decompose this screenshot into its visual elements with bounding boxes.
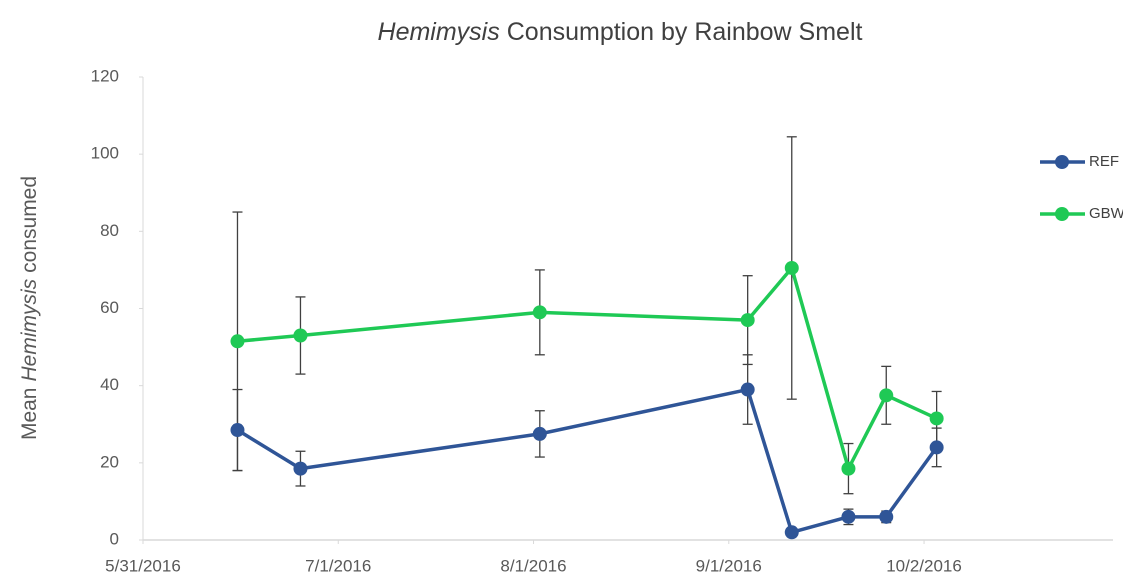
y-tick-label: 120: [91, 66, 119, 85]
point: [532, 426, 547, 441]
y-label-part: Hemimysis: [18, 278, 41, 381]
y-tick-label: 80: [100, 221, 119, 240]
y-tick-label: 40: [100, 375, 119, 394]
title-italic: Hemimysis: [378, 18, 500, 46]
title-rest: Consumption by Rainbow Smelt: [507, 18, 863, 46]
legend-marker: [1055, 207, 1069, 221]
x-tick-label: 8/1/2016: [500, 556, 566, 575]
y-tick-label: 60: [100, 298, 119, 317]
x-tick-label: 9/1/2016: [696, 556, 762, 575]
point: [841, 461, 856, 476]
legend-label: GBW: [1089, 205, 1123, 222]
y-tick-label: 100: [91, 144, 119, 163]
point: [293, 461, 308, 476]
point: [293, 328, 308, 343]
x-tick-label: 7/1/2016: [305, 556, 371, 575]
y-label-part: consumed: [18, 176, 41, 273]
y-tick-label: 0: [110, 529, 119, 548]
point: [841, 509, 856, 524]
point: [929, 440, 944, 455]
point: [532, 305, 547, 320]
point: [230, 334, 245, 349]
point: [784, 525, 799, 540]
legend-marker: [1055, 155, 1069, 169]
series-line: [237, 266, 938, 471]
point: [879, 509, 894, 524]
point: [784, 260, 799, 275]
y-axis-label: Mean Hemimysis consumed: [18, 176, 41, 440]
y-tick-label: 20: [100, 452, 119, 471]
point: [740, 313, 755, 328]
point: [230, 423, 245, 438]
point: [929, 411, 944, 426]
point: [740, 382, 755, 397]
y-label-part: Mean: [18, 388, 41, 441]
point: [879, 388, 894, 403]
legend-label: REF: [1089, 153, 1119, 170]
chart-title: Hemimysis Consumption by Rainbow Smelt: [378, 18, 863, 46]
x-tick-label: 10/2/2016: [886, 556, 962, 575]
x-tick-label: 5/31/2016: [105, 556, 181, 575]
